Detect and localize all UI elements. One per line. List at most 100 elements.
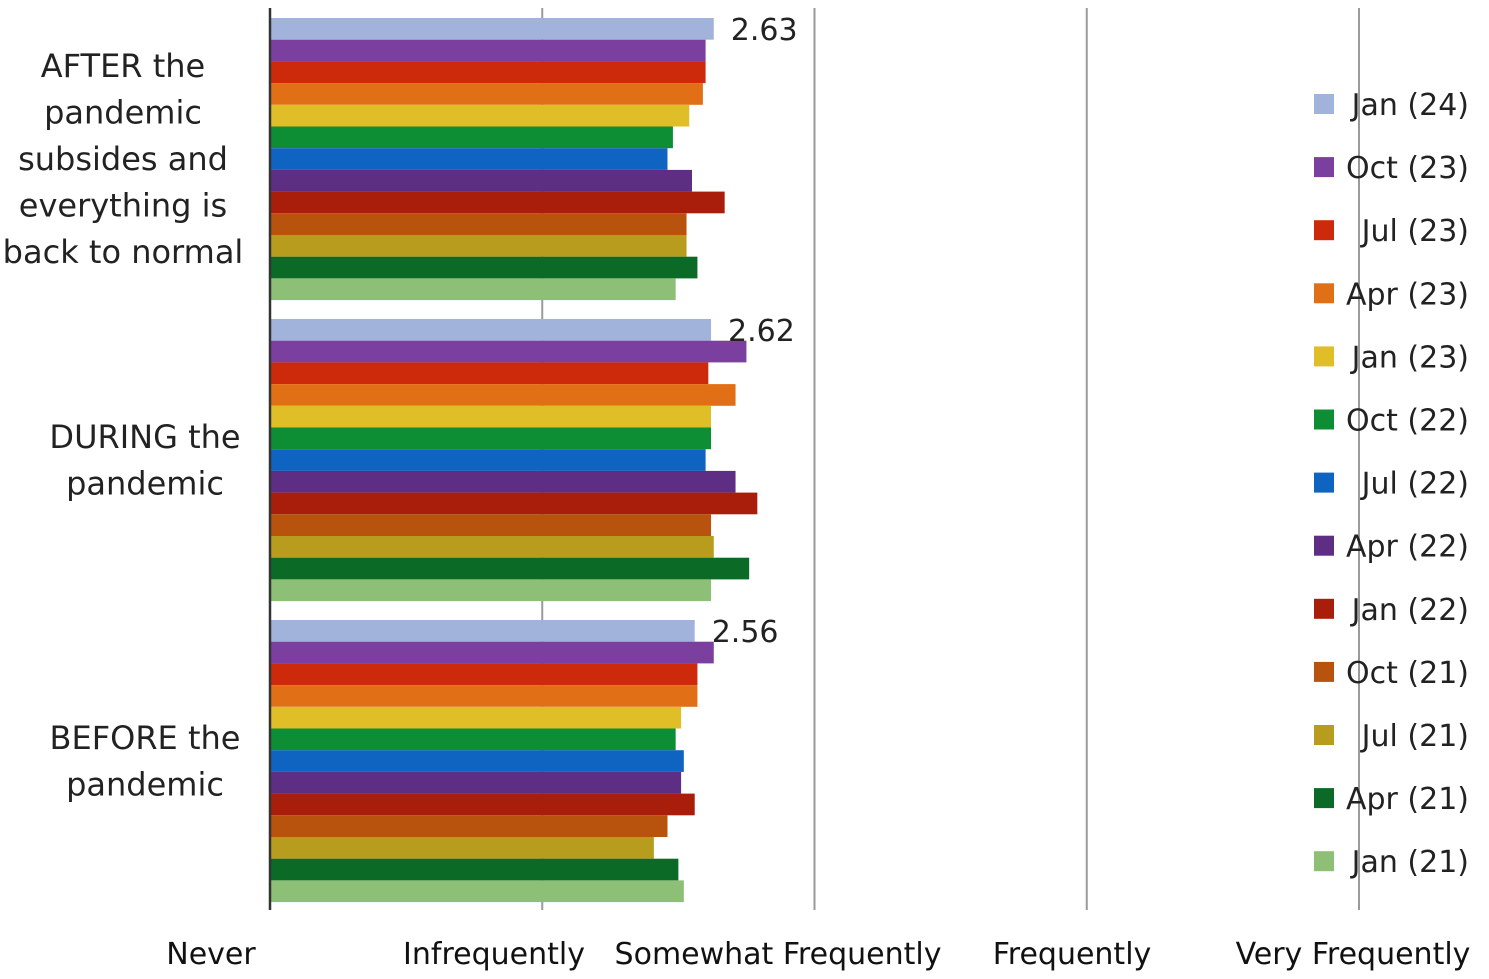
legend: Jan (24) Oct (23) Jul (23) Apr (23) Jan (23)… [1314,88,1469,880]
x-tick-label: Never [166,937,256,972]
category-label-line: everything is [19,187,227,225]
legend-label: Oct (22) [1346,404,1469,439]
category-label-line: pandemic [66,464,224,502]
bar [270,728,676,751]
bar [270,771,682,794]
legend-item: Apr (23) [1314,277,1469,312]
category-label-line: pandemic [66,765,224,803]
legend-item: Oct (23) [1314,151,1469,186]
legend-swatch [1314,788,1334,809]
data-label: 2.62 [728,314,795,349]
category-label-line: pandemic [44,94,202,132]
bar [270,880,684,903]
legend-label: Jan (24) [1350,88,1469,123]
bar [270,104,690,127]
legend-swatch [1314,535,1334,556]
category-label: DURING the pandemic [49,418,240,503]
bar [270,793,695,816]
legend-item: Oct (21) [1314,656,1469,691]
bar [270,579,712,602]
bar [270,427,712,450]
legend-swatch [1314,661,1334,682]
legend-swatch [1314,598,1334,619]
legend-swatch [1314,157,1334,178]
category-label: AFTER the pandemic subsides and everything … [3,47,244,271]
bar [270,256,698,279]
x-tick-label: Very Frequently [1236,937,1471,972]
bar [270,126,673,149]
legend-item: Jul (23) [1314,214,1469,249]
bar [270,83,703,105]
legend-label: Jan (21) [1350,845,1469,880]
legend-label: Jan (22) [1350,593,1469,628]
legend-swatch [1314,409,1334,430]
bar [270,620,695,642]
x-tick-label: Frequently [993,937,1152,972]
bars [270,18,758,903]
bar [270,449,706,471]
category-labels: AFTER the pandemic subsides and everything … [3,47,244,803]
bar [270,837,654,859]
legend-item: Jan (21) [1314,845,1469,880]
legend-item: Jul (22) [1314,467,1469,502]
bar [270,384,736,406]
legend-label: Jul (23) [1360,214,1469,249]
category-label: BEFORE the pandemic [50,719,241,804]
bar [270,18,714,40]
bar [270,340,747,363]
bar [270,169,692,192]
bar [270,470,736,493]
legend-label: Apr (21) [1346,782,1469,817]
legend-item: Apr (21) [1314,782,1469,817]
legend-item: Jan (22) [1314,593,1469,628]
legend-item: Jan (24) [1314,88,1469,123]
bar [270,514,712,536]
legend-swatch [1314,725,1334,745]
bar [270,191,725,214]
data-label: 2.63 [731,13,798,48]
category-label-line: back to normal [3,233,244,271]
bar [270,319,712,341]
legend-swatch [1314,472,1334,493]
x-tick-labels: Never Infrequently Somewhat Frequently Freq… [166,937,1470,972]
bar [270,663,698,686]
legend-swatch [1314,94,1334,114]
x-tick-label: Somewhat Frequently [615,937,942,972]
bar [270,815,668,837]
bar [270,858,679,881]
legend-label: Apr (22) [1346,530,1469,565]
bar [270,148,668,170]
bar [270,405,712,428]
bar [270,641,714,664]
bar [270,39,706,62]
bar [270,557,750,580]
data-labels: 2.63 2.62 2.56 [712,13,798,650]
legend-swatch [1314,851,1334,872]
legend-item: Apr (22) [1314,530,1469,565]
legend-label: Oct (21) [1346,656,1469,691]
legend-label: Apr (23) [1346,277,1469,312]
bar [270,492,758,515]
category-label-line: BEFORE the [50,719,241,757]
legend-item: Jul (21) [1314,719,1469,754]
bar [270,235,687,257]
legend-label: Oct (23) [1346,151,1469,186]
data-label: 2.56 [712,615,779,650]
legend-label: Jul (22) [1360,467,1469,502]
bar [270,706,682,729]
legend-swatch [1314,346,1334,367]
legend-item: Jan (23) [1314,340,1469,375]
bar [270,685,698,707]
legend-swatch [1314,220,1334,241]
legend-label: Jan (23) [1350,340,1469,375]
category-label-line: DURING the [49,418,240,456]
bar [270,362,709,385]
legend-swatch [1314,283,1334,304]
bar [270,61,706,84]
legend-item: Oct (22) [1314,404,1469,439]
bar [270,278,676,301]
category-label-line: subsides and [18,140,228,178]
legend-label: Jul (21) [1360,719,1469,754]
